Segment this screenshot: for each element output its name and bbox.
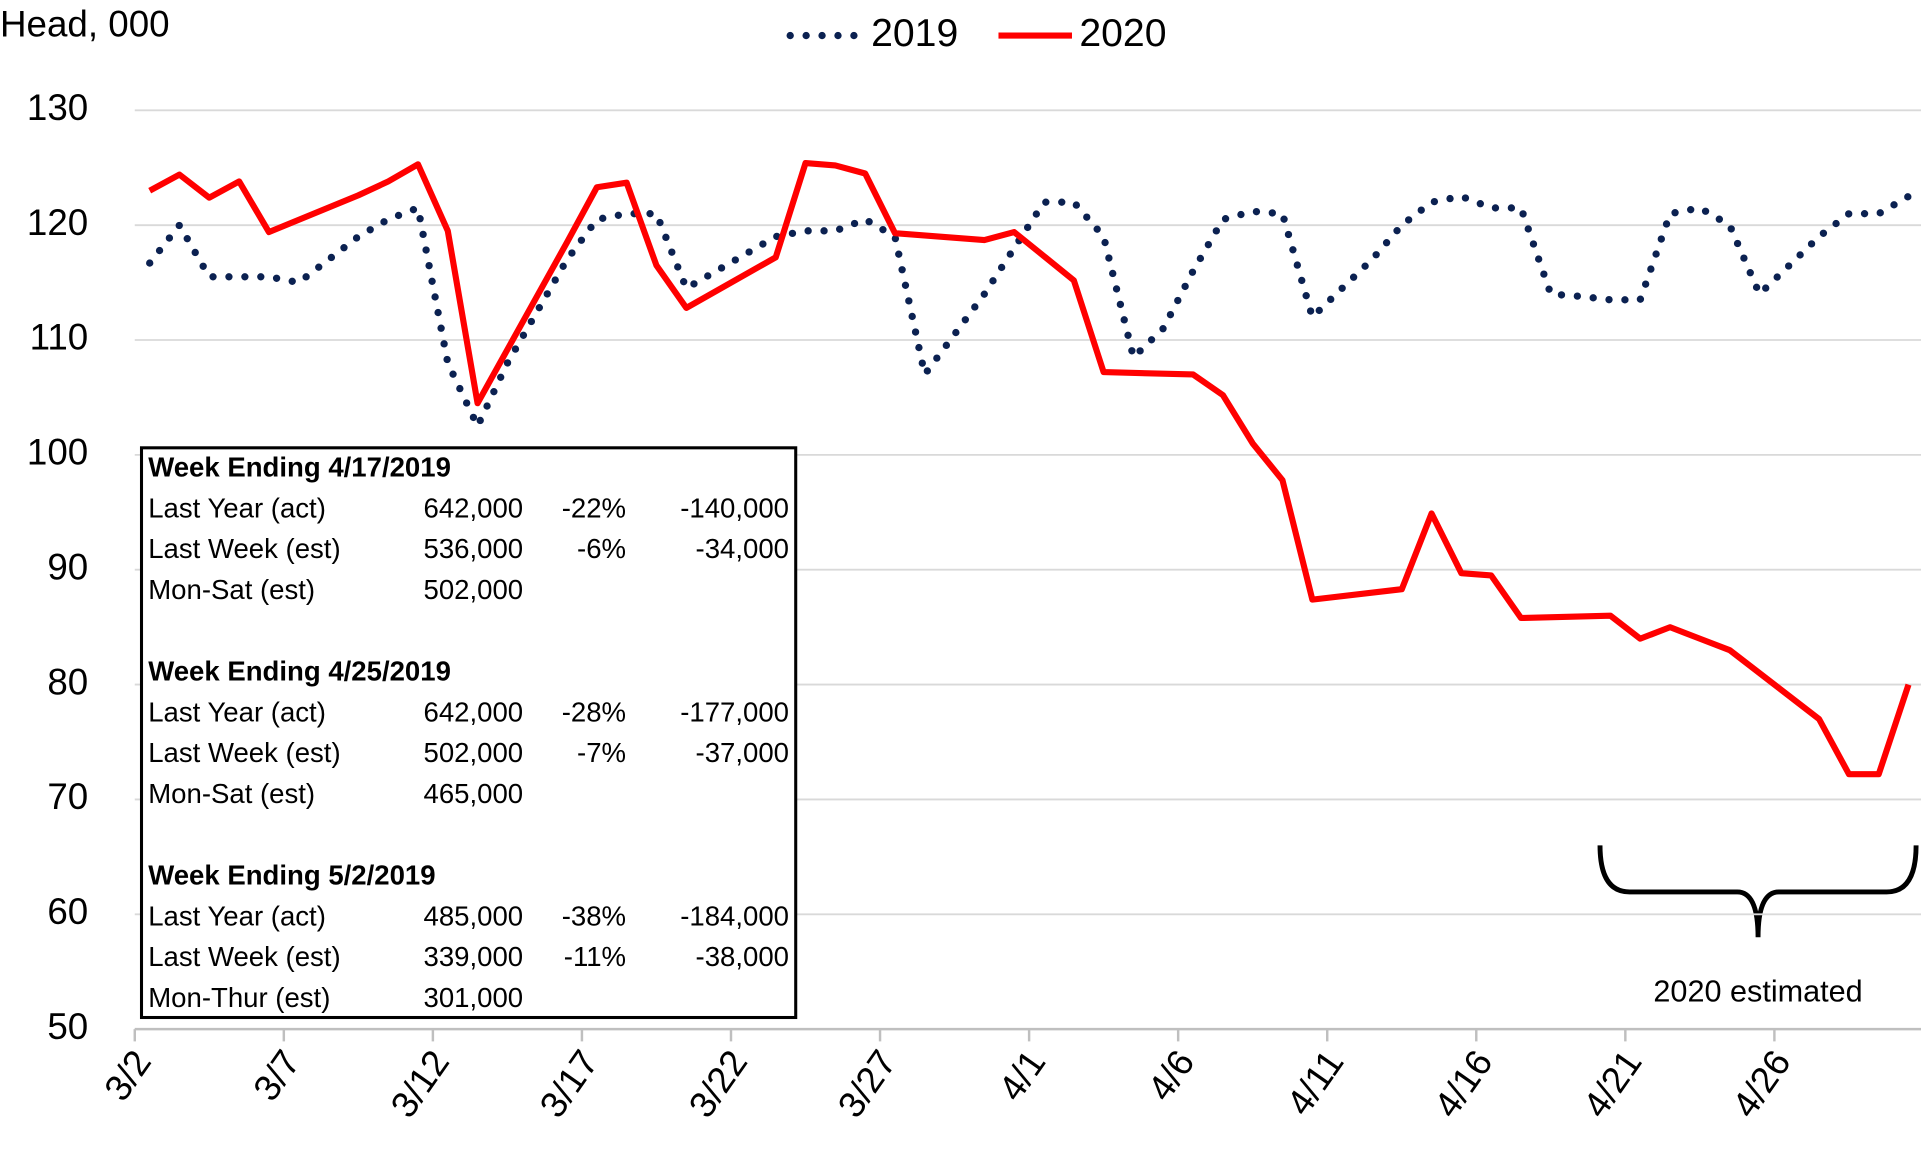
y-tick-label: 130 bbox=[27, 87, 88, 128]
table-cell: -140,000 bbox=[680, 492, 789, 523]
x-tick-label: 3/27 bbox=[830, 1043, 905, 1125]
y-tick-label: 120 bbox=[27, 202, 88, 243]
legend-label: 2019 bbox=[871, 12, 958, 55]
y-tick-label: 50 bbox=[47, 1006, 88, 1047]
table-cell: Mon-Thur (est) bbox=[148, 982, 330, 1013]
table-cell: -38,000 bbox=[696, 941, 789, 972]
line-2019 bbox=[146, 192, 1913, 430]
table-cell: 642,000 bbox=[424, 492, 524, 523]
x-tick-label: 4/16 bbox=[1426, 1043, 1501, 1125]
estimate-brace bbox=[1597, 845, 1919, 938]
table-cell: -177,000 bbox=[680, 696, 789, 727]
table-heading: Week Ending 4/25/2019 bbox=[148, 656, 451, 687]
x-tick-label: 3/22 bbox=[681, 1043, 756, 1125]
x-tick-label: 4/26 bbox=[1724, 1043, 1799, 1125]
table-cell: -34,000 bbox=[696, 533, 789, 564]
x-tick-label: 4/21 bbox=[1575, 1043, 1650, 1125]
table-cell: Mon-Sat (est) bbox=[148, 778, 315, 809]
table-cell: 339,000 bbox=[424, 941, 524, 972]
table-heading: Week Ending 4/17/2019 bbox=[148, 452, 451, 483]
table-cell: Last Week (est) bbox=[148, 941, 340, 972]
table-cell: -37,000 bbox=[696, 737, 789, 768]
x-tick-label: 3/2 bbox=[96, 1043, 159, 1108]
x-tick-label: 4/1 bbox=[991, 1043, 1054, 1108]
table-cell: Last Year (act) bbox=[148, 696, 326, 727]
table-cell: Last Year (act) bbox=[148, 900, 326, 931]
y-tick-label: 60 bbox=[47, 891, 88, 932]
table-cell: -38% bbox=[562, 900, 626, 931]
table-cell: 502,000 bbox=[424, 737, 524, 768]
x-tick-label: 4/11 bbox=[1278, 1043, 1351, 1123]
y-axis-label: Head, 000 bbox=[0, 4, 170, 45]
annotation: 2020 estimated bbox=[1653, 975, 1862, 1009]
table-cell: Last Year (act) bbox=[148, 492, 326, 523]
table-cell: Last Week (est) bbox=[148, 737, 340, 768]
table-cell: 301,000 bbox=[424, 982, 524, 1013]
table-cell: -6% bbox=[577, 533, 626, 564]
x-tick-label: 4/6 bbox=[1140, 1043, 1203, 1108]
table-cell: Last Week (est) bbox=[148, 533, 340, 564]
y-tick-label: 90 bbox=[47, 546, 88, 587]
table-heading: Week Ending 5/2/2019 bbox=[148, 860, 435, 891]
table-cell: -7% bbox=[577, 737, 626, 768]
line-2020 bbox=[148, 160, 1912, 778]
y-tick-label: 110 bbox=[30, 317, 89, 358]
x-tick-label: 3/12 bbox=[383, 1043, 458, 1125]
table-cell: -184,000 bbox=[680, 900, 789, 931]
table-cell: 502,000 bbox=[424, 574, 524, 605]
table-cell: 536,000 bbox=[424, 533, 524, 564]
table-cell: -11% bbox=[564, 941, 626, 972]
y-tick-label: 80 bbox=[47, 661, 88, 702]
table-cell: -28% bbox=[562, 696, 626, 727]
table-cell: -22% bbox=[562, 492, 626, 523]
table-cell: 465,000 bbox=[424, 778, 524, 809]
table-box bbox=[139, 446, 798, 1020]
y-tick-label: 70 bbox=[47, 776, 88, 817]
y-tick-label: 100 bbox=[27, 432, 88, 473]
x-tick-label: 3/7 bbox=[245, 1043, 308, 1108]
table-cell: 642,000 bbox=[424, 696, 524, 727]
x-tick-label: 3/17 bbox=[532, 1043, 607, 1125]
legend-label: 2020 bbox=[1079, 12, 1166, 55]
table-cell: 485,000 bbox=[424, 900, 524, 931]
table-cell: Mon-Sat (est) bbox=[148, 574, 315, 605]
